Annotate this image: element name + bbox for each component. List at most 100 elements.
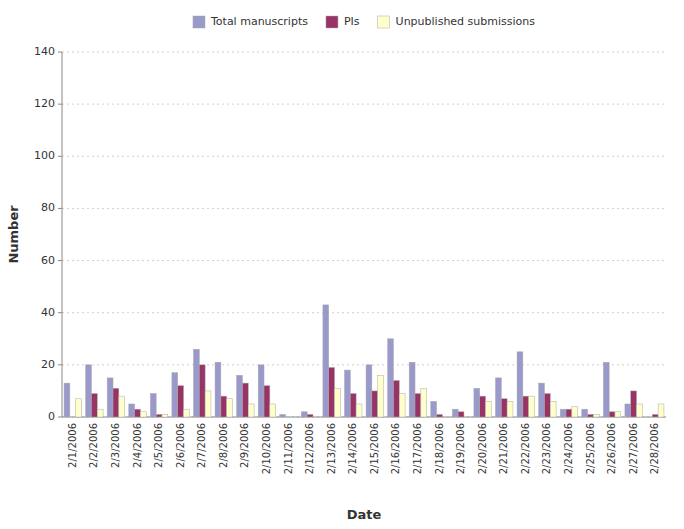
bar (415, 394, 421, 417)
bar (539, 383, 545, 417)
bar (286, 417, 292, 418)
bar (76, 399, 82, 417)
x-tick-label: 2/8/2006 (218, 423, 229, 468)
bar (91, 394, 97, 417)
tick-mark (58, 417, 62, 418)
series (64, 305, 631, 417)
x-tick-label: 2/3/2006 (110, 423, 121, 468)
bar (560, 409, 566, 417)
bar (480, 396, 486, 417)
bar (64, 383, 70, 417)
bar (517, 352, 523, 417)
y-axis-line (62, 52, 63, 417)
x-tick-label: 2/12/2006 (304, 423, 315, 474)
bar (393, 381, 399, 418)
x-tick-label: 2/24/2006 (563, 423, 574, 474)
y-tick-label: 20 (41, 358, 55, 371)
bar (495, 378, 501, 417)
x-tick-label: 2/23/2006 (541, 423, 552, 474)
tick-mark (58, 52, 62, 53)
bar (140, 412, 146, 417)
bar (529, 396, 535, 417)
grid (62, 52, 666, 417)
x-tick-label: 2/21/2006 (498, 423, 509, 474)
bar (70, 417, 76, 418)
bar (184, 409, 190, 417)
tick-mark (58, 156, 62, 157)
x-tick-label: 2/20/2006 (477, 423, 488, 474)
bar (270, 404, 276, 417)
x-tick-label: 2/13/2006 (326, 423, 337, 474)
bar (329, 367, 335, 417)
bar (646, 417, 652, 418)
bar (205, 391, 211, 417)
bar (86, 365, 92, 417)
tick-mark (58, 104, 62, 105)
bar (625, 404, 631, 417)
y-tick-label: 140 (34, 45, 55, 58)
bar (344, 370, 350, 417)
x-tick-label: 2/15/2006 (369, 423, 380, 474)
x-tick-label: 2/7/2006 (196, 423, 207, 468)
grid-line (62, 208, 666, 209)
bar (603, 362, 609, 417)
x-tick-label: 2/9/2006 (239, 423, 250, 468)
grid-line (62, 52, 666, 53)
bar (264, 386, 270, 417)
y-tick-label: 80 (41, 201, 55, 214)
bar (162, 414, 168, 417)
bar (156, 414, 162, 417)
x-tick-label: 2/27/2006 (628, 423, 639, 474)
x-tick-label: 2/16/2006 (390, 423, 401, 474)
bar (227, 399, 233, 417)
y-axis-label: Number (6, 205, 21, 264)
x-tick-label: 2/1/2006 (67, 423, 78, 468)
bar (135, 409, 141, 417)
bar (378, 375, 384, 417)
bar (409, 362, 415, 417)
grid-line (62, 104, 666, 105)
bar (609, 412, 615, 417)
legend-label: Unpublished submissions (396, 15, 536, 28)
bar (119, 396, 125, 417)
bar (307, 414, 313, 417)
tick-mark (58, 364, 62, 365)
y-tick-label: 40 (41, 306, 55, 319)
bar (452, 409, 458, 417)
x-tick-label: 2/22/2006 (520, 423, 531, 474)
bar (215, 362, 221, 417)
bar (658, 404, 664, 417)
legend-swatch (326, 16, 338, 28)
bar (242, 383, 248, 417)
x-tick-label: 2/11/2006 (283, 423, 294, 474)
bar (615, 412, 621, 417)
bar (350, 394, 356, 417)
tick-mark (58, 260, 62, 261)
bar (193, 349, 199, 417)
bar (172, 373, 178, 417)
bar (637, 404, 643, 417)
bar (199, 365, 205, 417)
tick-mark (58, 208, 62, 209)
bar (280, 414, 286, 417)
bar (356, 404, 362, 417)
bar (593, 414, 599, 417)
bar (150, 394, 156, 417)
bar (437, 414, 443, 417)
bar (550, 401, 556, 417)
x-tick-label: 2/26/2006 (606, 423, 617, 474)
legend: Total manuscriptsPIsUnpublished submissi… (193, 15, 535, 28)
x-axis-label: Date (347, 507, 382, 522)
bar (248, 404, 254, 417)
x-tick-label: 2/10/2006 (261, 423, 272, 474)
bar (178, 386, 184, 417)
bar (588, 414, 594, 417)
x-tick-label: 2/5/2006 (153, 423, 164, 468)
bar (464, 417, 470, 418)
bar (442, 417, 448, 418)
bar (582, 409, 588, 417)
legend-swatch (378, 16, 390, 28)
bar (474, 388, 480, 417)
bar (399, 394, 405, 417)
x-tick-label: 2/28/2006 (649, 423, 660, 474)
